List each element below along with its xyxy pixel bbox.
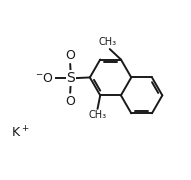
Text: K$^+$: K$^+$ [11,126,29,141]
Text: $^{-}$O: $^{-}$O [35,72,54,85]
Text: CH₃: CH₃ [88,110,107,120]
Text: O: O [65,49,75,62]
Text: CH₃: CH₃ [99,37,117,47]
Text: O: O [65,95,75,108]
Text: S: S [67,71,75,85]
